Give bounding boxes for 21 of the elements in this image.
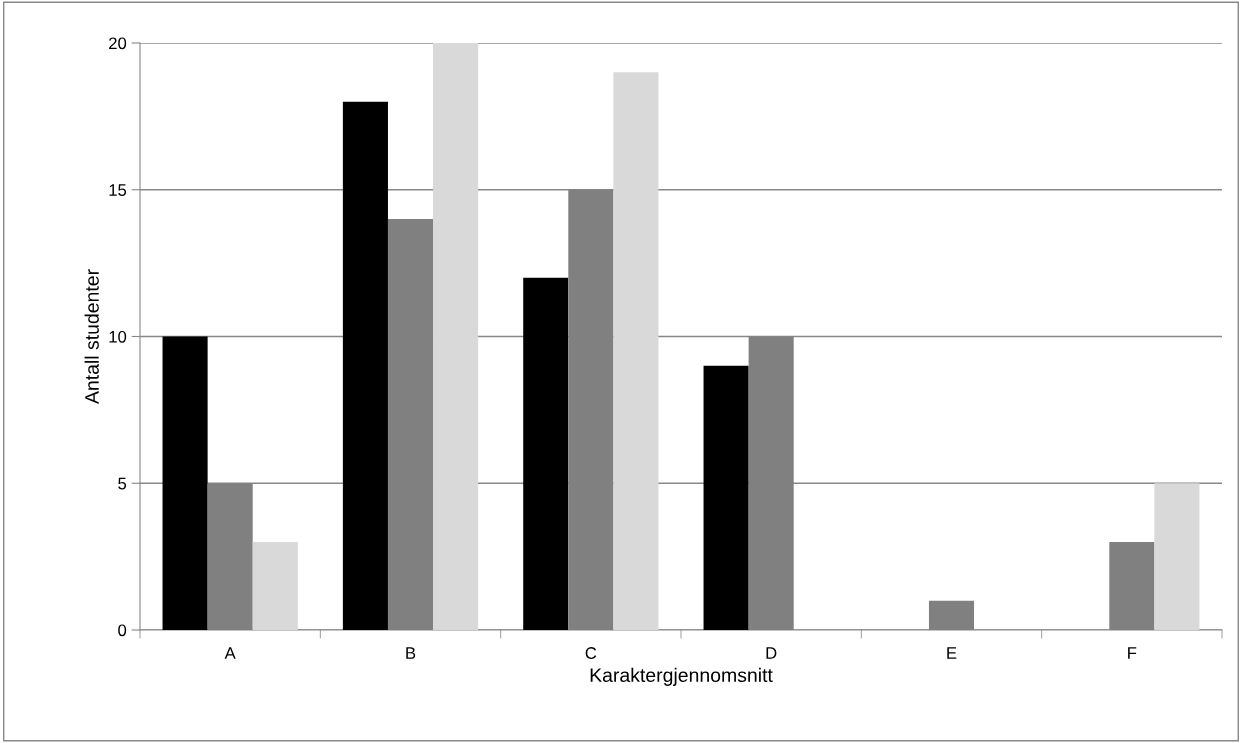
bar	[342, 101, 388, 630]
x-tick-label: E	[947, 647, 957, 659]
x-tick-label: C	[585, 647, 597, 659]
bar	[1154, 483, 1200, 630]
y-tick-label: 15	[109, 184, 127, 196]
y-axis-title: Antall studenter	[84, 269, 99, 405]
bar	[252, 541, 298, 630]
bar	[703, 365, 749, 630]
y-tick-label: 20	[109, 37, 127, 50]
bar	[162, 336, 208, 630]
x-tick-label: A	[224, 647, 236, 659]
x-tick-label: B	[406, 647, 416, 659]
bar	[613, 72, 659, 630]
x-axis-title: Karaktergjennomsnitt	[590, 667, 773, 686]
y-tick-label: 10	[109, 330, 127, 343]
y-tick-label: 0	[118, 624, 127, 637]
y-tick-label: 5	[118, 477, 127, 490]
x-tick-label: D	[766, 647, 777, 659]
x-tick-label: F	[1128, 647, 1137, 659]
bar	[523, 277, 569, 630]
bar	[433, 43, 479, 630]
